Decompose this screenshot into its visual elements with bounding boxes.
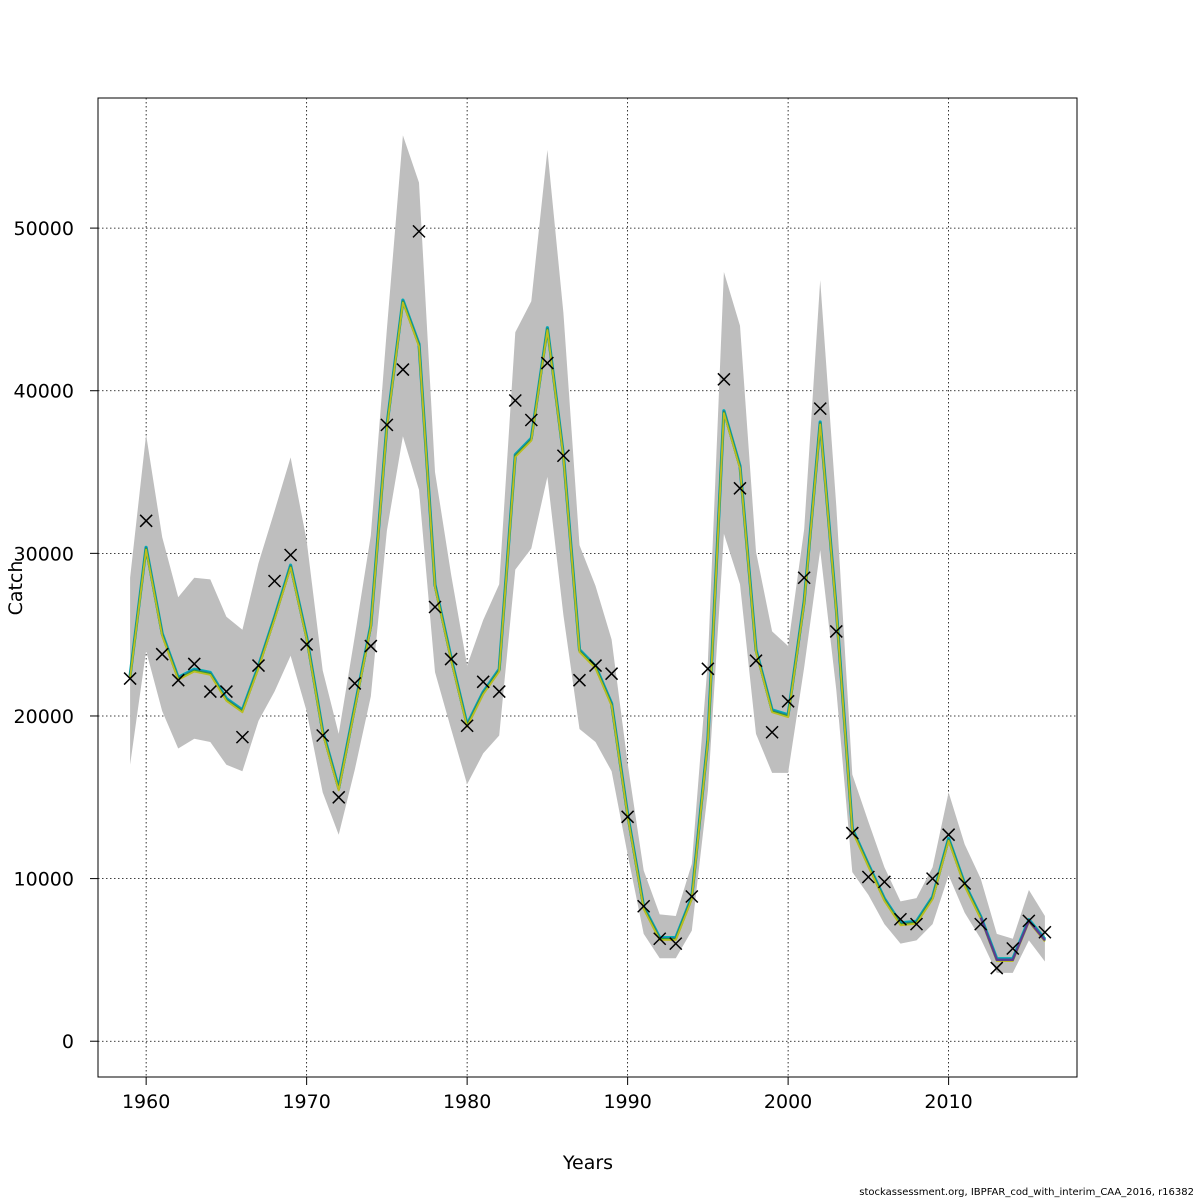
observed-point [974, 917, 988, 931]
y-tick-label: 20000 [14, 706, 74, 728]
observed-point [268, 574, 282, 588]
observed-point [187, 657, 201, 671]
observed-point [428, 600, 442, 614]
x-axis-title: Years [562, 1152, 613, 1174]
observed-point [203, 685, 217, 699]
observed-point [749, 654, 763, 668]
x-tick-label: 1970 [282, 1091, 330, 1113]
x-tick-label: 2000 [764, 1091, 812, 1113]
observed-point [605, 667, 619, 681]
observed-point [155, 647, 169, 661]
y-tick-label: 30000 [14, 543, 74, 565]
observed-catch-markers [123, 224, 1052, 975]
observed-point [829, 624, 843, 638]
observed-point [733, 481, 747, 495]
observed-point [572, 673, 587, 687]
observed-point [123, 672, 137, 686]
observed-point [877, 875, 891, 889]
observed-point [492, 685, 506, 699]
observed-point [797, 571, 811, 585]
source-footnote: stockassessment.org, IBPFAR_cod_with_int… [859, 1187, 1194, 1198]
recent-estimate-line [979, 917, 1046, 961]
observed-point [444, 652, 458, 666]
observed-point [990, 961, 1004, 975]
observed-point [556, 449, 570, 463]
observed-point [621, 810, 635, 824]
observed-point [958, 876, 972, 891]
observed-point [1006, 941, 1020, 956]
observed-point [637, 899, 651, 913]
estimate-line [129, 301, 1046, 962]
observed-point [460, 719, 474, 733]
observed-point [219, 685, 233, 699]
observed-point [845, 826, 859, 840]
observed-point [669, 937, 683, 951]
x-tick-label: 1990 [603, 1091, 651, 1113]
y-axis-title: Catch [5, 561, 27, 616]
estimated-catch-lines [128, 298, 1047, 962]
observed-point [540, 356, 554, 370]
y-axis-ticks: 0 10000 20000 30000 40000 50000 [14, 218, 98, 1053]
observed-point [588, 659, 603, 673]
observed-point [235, 730, 249, 744]
observed-point [861, 870, 875, 884]
observed-point [412, 224, 426, 238]
observed-point [300, 637, 314, 651]
observed-point [284, 548, 298, 562]
y-tick-label: 10000 [14, 869, 74, 891]
observed-point [524, 413, 538, 427]
observed-point [1022, 914, 1036, 928]
observed-point [942, 828, 956, 842]
observed-point [926, 872, 940, 886]
observed-point [251, 659, 266, 673]
confidence-band [130, 135, 1045, 973]
observed-point [380, 418, 394, 432]
observed-point [316, 728, 330, 743]
plot-frame [97, 97, 1078, 1078]
observed-point [396, 363, 410, 377]
y-tick-label: 0 [62, 1031, 74, 1053]
x-axis-ticks: 1960 1970 1980 1990 2000 2010 [122, 1077, 973, 1113]
y-tick-label: 50000 [14, 218, 74, 240]
observed-point [508, 393, 522, 408]
observed-point [909, 917, 924, 931]
x-tick-label: 2010 [924, 1091, 972, 1113]
observed-point [717, 372, 731, 386]
observed-point [685, 889, 699, 904]
observed-point [765, 725, 779, 739]
observed-point [171, 673, 185, 687]
x-tick-label: 1980 [443, 1091, 491, 1113]
observed-point [781, 694, 795, 708]
observed-point [813, 402, 827, 416]
observed-point [1038, 925, 1052, 939]
observed-point [653, 932, 667, 946]
confidence-band-area [130, 135, 1045, 973]
observed-point [893, 912, 907, 926]
observed-point [701, 662, 715, 676]
y-tick-label: 40000 [14, 381, 74, 403]
observed-point [348, 676, 362, 690]
x-tick-label: 1960 [122, 1091, 170, 1113]
observed-point [332, 790, 346, 804]
observed-point [476, 675, 490, 689]
observed-point [139, 514, 153, 528]
observed-point [364, 639, 378, 653]
